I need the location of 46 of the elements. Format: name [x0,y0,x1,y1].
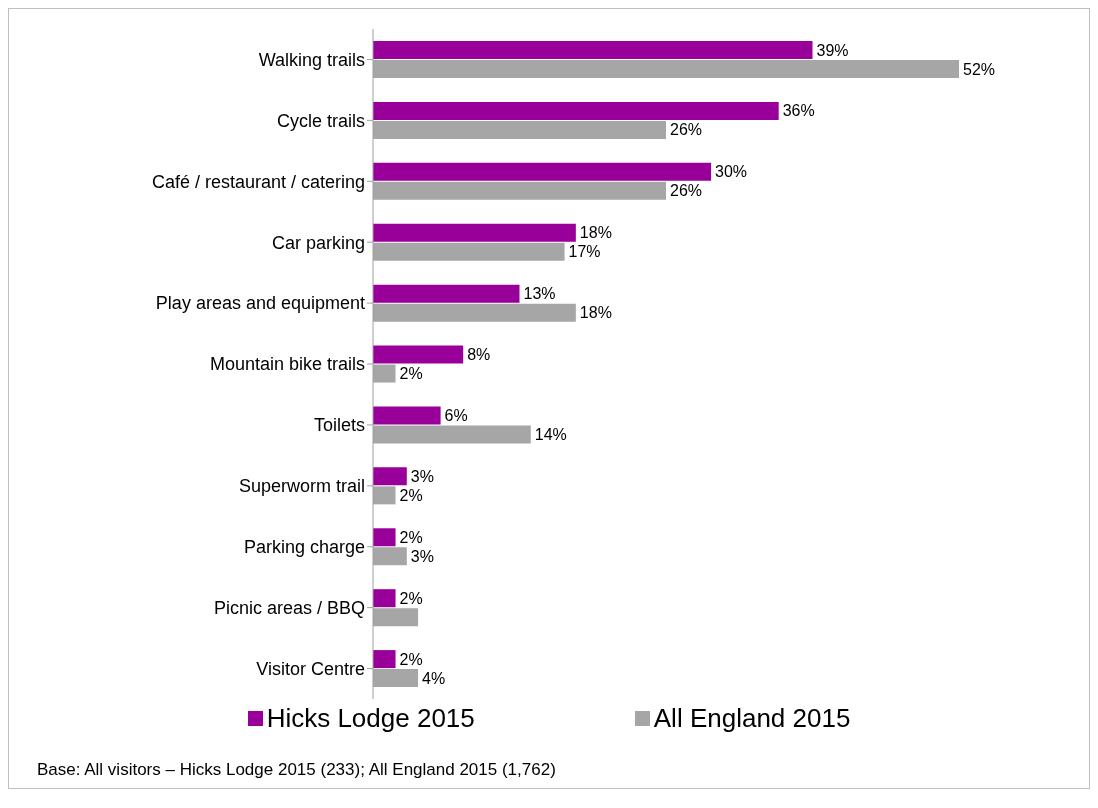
y-tick-label: Picnic areas / BBQ [213,598,365,619]
data-label: 18% [579,304,612,322]
data-label: 3% [410,547,434,565]
data-label: 18% [579,224,612,242]
y-tick-label: Café / restaurant / catering [151,171,365,192]
y-tick-label: Play areas and equipment [155,293,365,314]
bar [373,406,441,425]
data-label: 2% [399,486,423,504]
y-tick-label: Superworm trail [238,476,365,497]
text: Base: All visitors – Hicks Lodge 2015 (233); All England 2015 (1,762) [37,760,557,780]
y-tick-label: Toilets [313,415,365,436]
data-label: 52% [963,60,996,78]
y-tick-label: Walking trails [258,49,365,70]
data-label: 2% [399,528,423,546]
data-label: 3% [410,467,434,485]
bar [373,223,576,242]
data-label: 39% [816,41,849,59]
bar [373,650,396,669]
bar [373,467,407,486]
y-tick-label: Cycle trails [276,110,365,131]
data-label: 6% [444,406,468,424]
y-tick-label: Visitor Centre [256,658,365,679]
bar [373,345,464,364]
data-label: 2% [399,365,423,383]
data-label: 13% [523,285,556,303]
data-label: 36% [782,102,815,120]
bar [373,162,712,181]
bar [373,589,396,608]
legend-label: All England 2015 [653,703,851,734]
bar [373,101,779,120]
bar [373,284,520,303]
y-tick-label: Parking charge [243,537,365,558]
data-label: 2% [399,589,423,607]
y-tick-label: Mountain bike trails [209,354,365,375]
y-tick-label: Car parking [271,232,365,253]
bar [373,528,396,547]
data-label: 14% [534,425,567,443]
data-label: 17% [568,243,601,261]
legend-label: Hicks Lodge 2015 [266,703,475,734]
data-label: 30% [715,163,748,181]
data-label: 26% [670,182,703,200]
bar [373,41,813,59]
data-label: 26% [670,121,703,139]
data-label: 4% [422,669,446,687]
data-label: 8% [467,346,491,364]
data-label: 2% [399,650,423,668]
